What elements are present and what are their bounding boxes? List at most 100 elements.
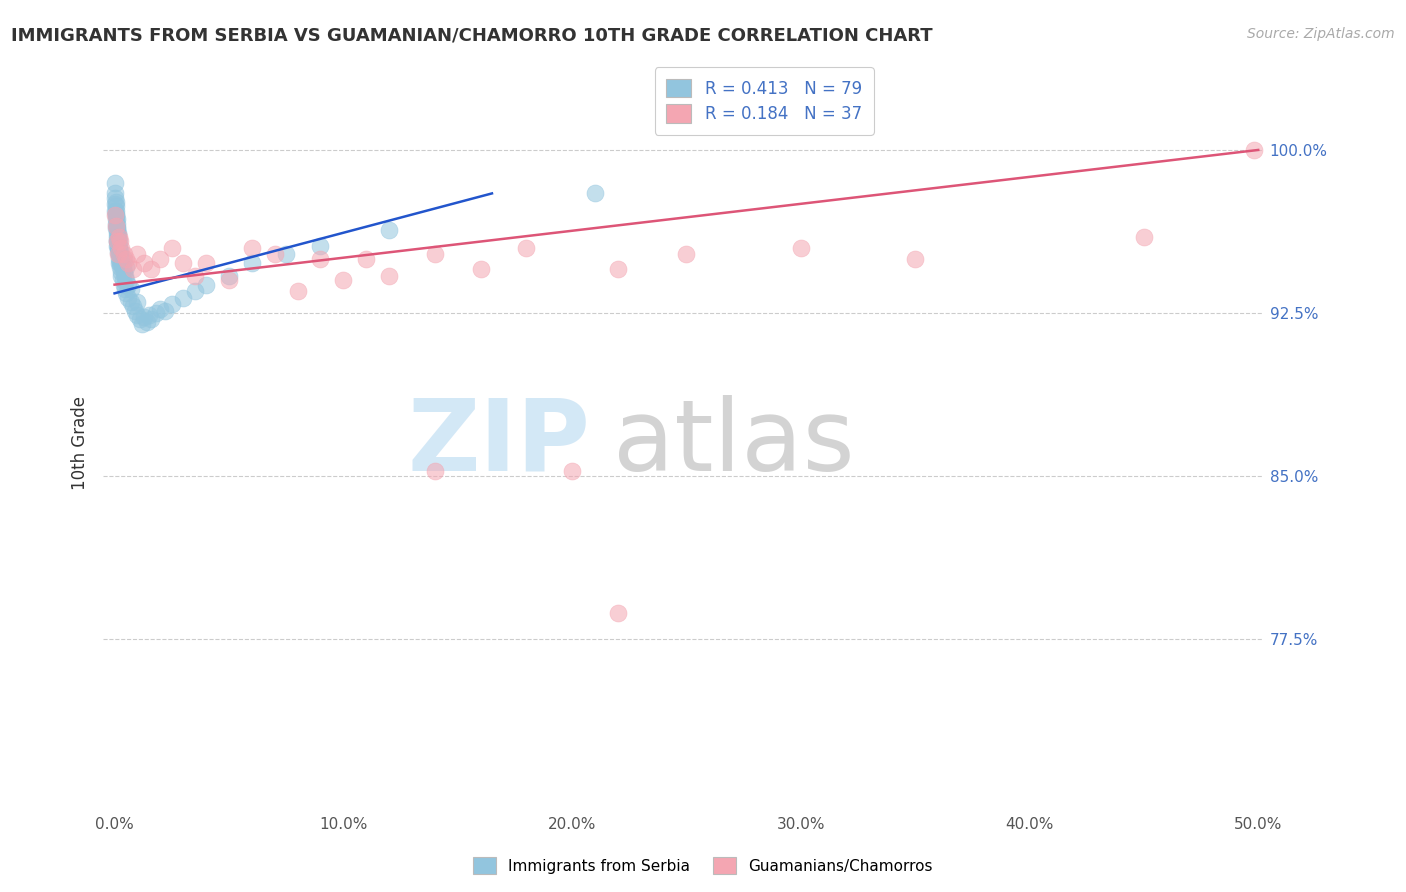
Point (675, 247, 697, 261)
Point (423, 247, 446, 261)
Point (110, 256, 132, 270)
Point (172, 291, 194, 305)
Point (561, 465, 583, 479)
Point (107, 241, 129, 255)
Point (115, 286, 138, 301)
Point (583, 186, 606, 201)
Point (309, 238, 332, 252)
Point (120, 282, 142, 296)
Point (332, 273, 354, 287)
Point (117, 291, 139, 305)
Point (108, 230, 131, 244)
Point (110, 247, 132, 261)
Point (105, 238, 128, 252)
Point (104, 208, 127, 222)
Point (105, 230, 128, 244)
Point (108, 243, 131, 257)
Point (423, 465, 446, 479)
Point (104, 212, 127, 227)
Point (274, 247, 297, 261)
Point (105, 203, 128, 218)
Point (104, 208, 127, 222)
Point (112, 277, 135, 292)
Point (105, 219, 128, 233)
Point (107, 226, 129, 240)
Point (114, 268, 136, 283)
Point (145, 306, 167, 320)
Point (195, 277, 218, 292)
Point (1133, 230, 1156, 244)
Point (112, 247, 135, 261)
Point (108, 243, 131, 257)
Point (104, 199, 127, 213)
Point (378, 268, 401, 283)
Point (134, 310, 156, 325)
Point (218, 268, 240, 283)
Point (124, 303, 146, 318)
Point (104, 197, 127, 211)
Point (110, 241, 132, 255)
Point (104, 195, 127, 210)
Point (110, 268, 132, 283)
Point (110, 264, 132, 278)
Point (105, 217, 128, 231)
Point (606, 606, 628, 620)
Point (105, 234, 128, 248)
Point (107, 227, 129, 242)
Point (108, 256, 131, 270)
Point (128, 312, 150, 326)
Point (195, 256, 218, 270)
Point (240, 256, 263, 270)
Point (149, 301, 172, 316)
Point (108, 252, 131, 266)
Point (263, 247, 285, 261)
Point (105, 221, 128, 235)
Point (112, 252, 135, 266)
Legend: R = 0.413   N = 79, R = 0.184   N = 37: R = 0.413 N = 79, R = 0.184 N = 37 (655, 68, 873, 135)
Point (160, 241, 183, 255)
Point (104, 176, 127, 190)
Point (135, 315, 157, 329)
Point (470, 262, 492, 277)
Point (141, 312, 163, 326)
Point (115, 260, 138, 275)
Text: ZIP: ZIP (408, 395, 591, 491)
Point (112, 264, 135, 278)
Point (515, 241, 537, 255)
Point (309, 252, 332, 266)
Point (127, 247, 149, 261)
Text: IMMIGRANTS FROM SERBIA VS GUAMANIAN/CHAMORRO 10TH GRADE CORRELATION CHART: IMMIGRANTS FROM SERBIA VS GUAMANIAN/CHAM… (11, 27, 932, 45)
Point (114, 282, 136, 296)
Point (107, 247, 129, 261)
Point (606, 262, 628, 277)
Point (240, 241, 263, 255)
Point (138, 308, 160, 322)
Point (172, 256, 194, 270)
Point (111, 260, 134, 275)
Point (117, 256, 139, 270)
Point (105, 212, 128, 227)
Point (108, 238, 131, 252)
Point (1243, 143, 1265, 157)
Point (378, 223, 401, 237)
Point (111, 273, 134, 287)
Point (153, 303, 176, 318)
Point (183, 268, 205, 283)
Legend: Immigrants from Serbia, Guamanians/Chamorros: Immigrants from Serbia, Guamanians/Chamo… (467, 851, 939, 880)
Point (790, 241, 813, 255)
Point (354, 252, 377, 266)
Point (105, 221, 128, 235)
Point (127, 308, 149, 322)
Point (183, 284, 205, 298)
Point (115, 273, 138, 287)
Y-axis label: 10th Grade: 10th Grade (72, 396, 89, 491)
Point (110, 234, 132, 248)
Point (104, 186, 127, 201)
Point (904, 252, 927, 266)
Point (105, 234, 128, 248)
Point (160, 297, 183, 311)
Point (121, 299, 143, 313)
Point (107, 238, 129, 252)
Point (105, 217, 128, 231)
Point (105, 226, 128, 240)
